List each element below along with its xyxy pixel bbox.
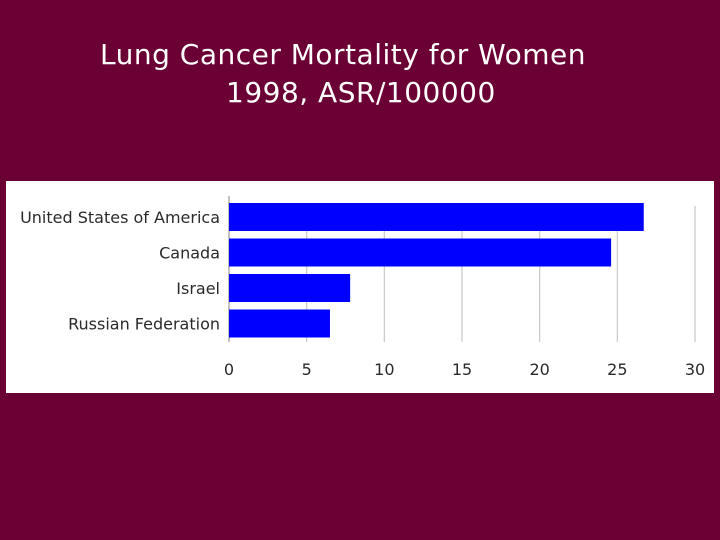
category-label: Canada [159,244,220,263]
bars [229,203,644,338]
bar [229,309,330,338]
tick-labels: 0 5 10 15 20 25 30 [224,360,705,379]
category-label: Russian Federation [68,315,220,334]
x-tick-label: 25 [607,360,627,379]
x-tick-label: 10 [374,360,394,379]
bar [229,203,644,231]
category-label: United States of America [20,208,220,227]
bar [229,274,351,302]
x-tick-label: 0 [224,360,234,379]
chart-panel: United States of America Canada Israel Russ… [6,181,714,393]
x-tick-label: 15 [452,360,472,379]
bar-chart: United States of America Canada Israel Russ… [20,196,705,379]
x-tick-label: 20 [529,360,549,379]
title-line-1: Lung Cancer Mortality for Women [100,38,587,71]
category-label: Israel [176,279,220,298]
slide-title: Lung Cancer Mortality for Women 1998, AS… [0,36,720,112]
category-labels: United States of America Canada Israel Russ… [20,208,220,334]
x-tick-label: 5 [302,360,312,379]
bar [229,238,612,267]
x-tick-label: 30 [685,360,705,379]
title-line-2: 1998, ASR/100000 [226,76,496,109]
